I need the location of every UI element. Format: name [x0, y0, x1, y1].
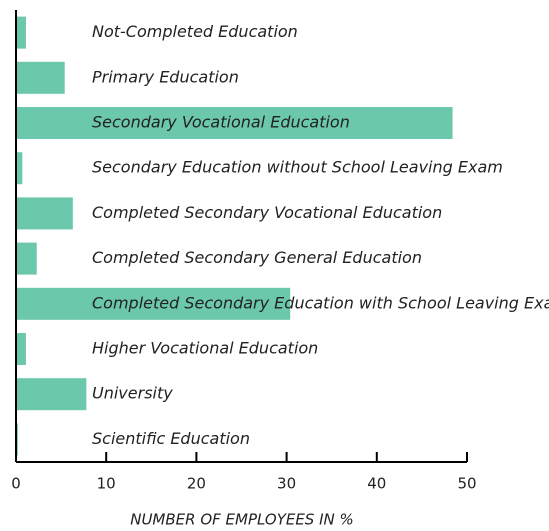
x-tick-label: 40	[367, 475, 386, 493]
bar	[16, 107, 453, 139]
x-tick-label: 0	[11, 475, 21, 493]
bar	[16, 61, 65, 94]
category-label: Secondary Education without School Leavi…	[92, 158, 503, 177]
bar	[16, 287, 291, 320]
category-label: Higher Vocational Education	[92, 339, 318, 358]
category-label: Primary Education	[92, 67, 239, 86]
bar	[16, 333, 26, 365]
category-label: Completed Secondary General Education	[92, 248, 422, 267]
x-axis-title: NUMBER OF EMPLOYEES IN %	[130, 511, 354, 529]
category-label: University	[92, 384, 173, 403]
bar	[16, 16, 26, 49]
category-label: Not-Completed Education	[92, 22, 298, 41]
category-label: Scientific Education	[92, 429, 250, 448]
x-tick-label: 50	[457, 475, 476, 493]
bar	[16, 378, 87, 411]
category-label: Completed Secondary Education with Schoo…	[92, 293, 549, 312]
x-tick-label: 30	[277, 475, 296, 493]
bar	[16, 152, 23, 185]
bar	[16, 242, 37, 275]
x-tick-label: 10	[97, 475, 116, 493]
category-label: Secondary Vocational Education	[92, 113, 350, 132]
x-tick-label: 20	[187, 475, 206, 493]
bar	[16, 197, 73, 230]
category-label: Completed Secondary Vocational Education	[92, 203, 442, 222]
